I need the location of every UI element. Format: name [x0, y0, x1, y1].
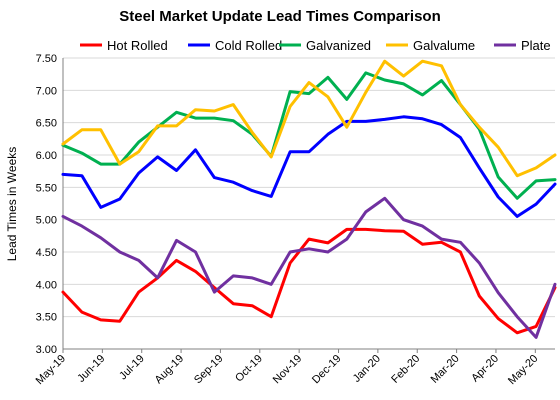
x-tick-label: Jun-19 — [75, 353, 107, 385]
x-tick-label: May-19 — [34, 353, 68, 387]
chart-title: Steel Market Update Lead Times Compariso… — [119, 8, 441, 25]
legend-item: Hot Rolled — [80, 38, 168, 53]
legend-item: Galvalume — [386, 38, 475, 53]
x-tick-labels: May-19 Jun-19 Jul-19 Aug-19 Sep-19 Oct-19 Nov-… — [34, 353, 541, 387]
x-tick-label: Jul-19 — [117, 353, 147, 383]
y-tick-label: 3.00 — [36, 344, 57, 356]
series-lines — [61, 59, 557, 339]
legend-label: Galvalume — [413, 38, 475, 53]
y-tick-label: 5.50 — [36, 182, 57, 194]
x-tick-label: Dec-19 — [310, 353, 344, 387]
x-tick-label: Sep-19 — [192, 353, 226, 387]
x-tick-label: Mar-20 — [429, 353, 462, 386]
legend-label: Plate — [521, 38, 551, 53]
legend-label: Hot Rolled — [107, 38, 168, 53]
y-tick-label: 7.50 — [36, 53, 57, 65]
legend-label: Galvanized — [306, 38, 371, 53]
y-tick-label: 5.00 — [36, 215, 57, 227]
x-tick-label: Aug-19 — [153, 353, 187, 387]
legend-item: Galvanized — [279, 38, 371, 53]
series-line-hot-rolled — [61, 227, 557, 335]
y-tick-labels: 3.00 3.50 4.00 4.50 5.00 5.50 6.00 6.50 7.00 7.50 — [36, 53, 57, 356]
series-line-galvanized — [61, 71, 557, 200]
x-tick-label: Jan-20 — [351, 353, 383, 385]
y-axis-label: Lead Times in Weeks — [5, 147, 19, 262]
series-line-galvalume — [61, 59, 557, 178]
series-line-plate — [61, 196, 557, 339]
series-line-cold-rolled — [61, 115, 557, 218]
y-tick-label: 4.50 — [36, 247, 57, 259]
gridlines — [63, 57, 555, 350]
y-tick-label: 3.50 — [36, 312, 57, 324]
axes — [62, 58, 555, 353]
legend-item: Cold Rolled — [188, 38, 282, 53]
y-tick-label: 4.00 — [36, 279, 57, 291]
x-tick-label: Feb-20 — [389, 353, 422, 386]
y-tick-label: 7.00 — [36, 85, 57, 97]
legend: Hot Rolled Cold Rolled Galvanized Galvalume… — [80, 38, 551, 53]
x-tick-label: Apr-20 — [469, 353, 501, 385]
y-tick-label: 6.00 — [36, 150, 57, 162]
legend-item: Plate — [494, 38, 551, 53]
y-tick-label: 6.50 — [36, 118, 57, 130]
x-tick-label: May-20 — [506, 353, 540, 387]
x-tick-label: Oct-19 — [233, 353, 265, 385]
legend-label: Cold Rolled — [215, 38, 282, 53]
x-tick-label: Nov-19 — [271, 353, 305, 387]
